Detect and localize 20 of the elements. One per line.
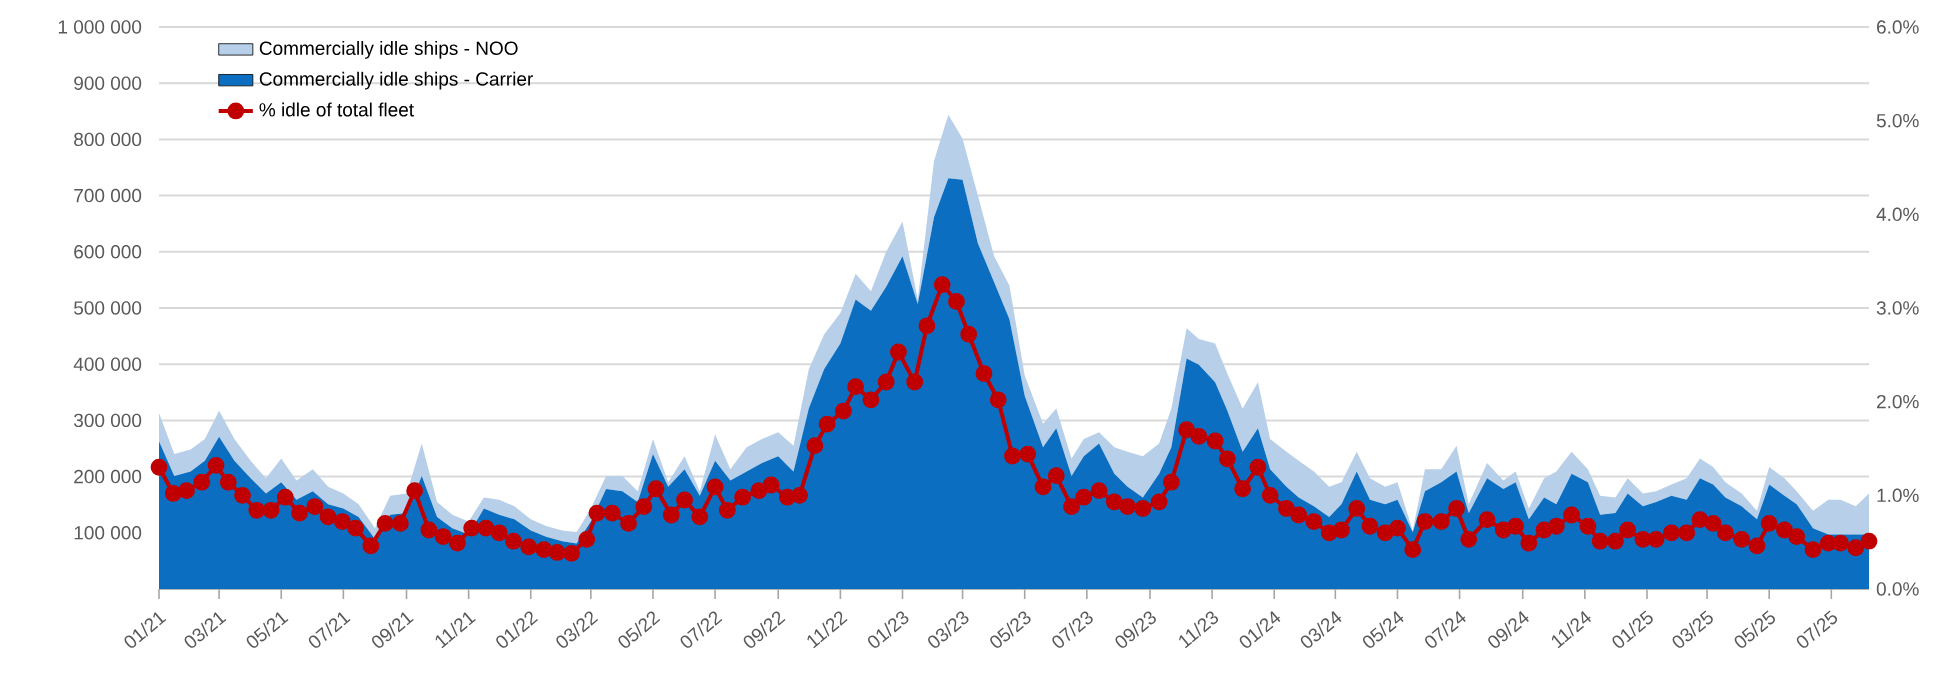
legend-label: Commercially idle ships - Carrier bbox=[259, 71, 533, 90]
y2-tick-label: 6.0% bbox=[1877, 20, 1919, 34]
y-tick-label: 700 000 bbox=[74, 188, 142, 203]
y-tick-label: 800 000 bbox=[74, 132, 142, 147]
y-tick-label: 100 000 bbox=[74, 526, 142, 540]
y2-tick-label: 5.0% bbox=[1876, 113, 1919, 128]
y-tick-label: 300 000 bbox=[73, 413, 142, 428]
y2-tick-label: 1.0% bbox=[1877, 488, 1919, 503]
y2-tick-label: 2.0% bbox=[1877, 394, 1919, 409]
y-tick-label: 900 000 bbox=[74, 76, 142, 90]
y2-tick-label: 3.0% bbox=[1876, 301, 1919, 315]
y2-tick-label: 4.0% bbox=[1876, 207, 1919, 222]
y-tick-label: 200 000 bbox=[74, 469, 142, 484]
legend-label: Commercially idle ships - NOO bbox=[259, 41, 518, 59]
legend-label: % idle of total fleet bbox=[259, 102, 414, 117]
y2-tick-label: 0.0% bbox=[1876, 582, 1919, 596]
y-tick-label: 500 000 bbox=[74, 301, 142, 315]
y-tick-label: 600 000 bbox=[74, 245, 142, 259]
y-tick-label: 400 000 bbox=[73, 357, 142, 371]
y-tick-label: 1 000 000 bbox=[58, 20, 142, 34]
